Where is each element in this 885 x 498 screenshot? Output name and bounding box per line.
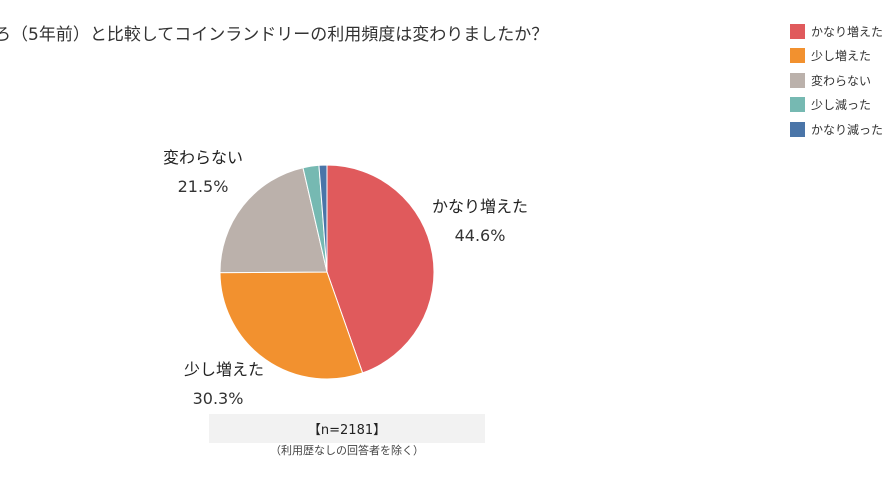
legend-label: かなり減った <box>811 122 884 137</box>
legend-item-sukoshi-hetta: 少し減った <box>790 93 883 118</box>
slice-value-label: 44.6% <box>455 226 506 245</box>
legend-label: 少し増えた <box>811 49 872 64</box>
sample-size-box <box>209 414 485 443</box>
slice-value-label: 21.5% <box>178 177 229 196</box>
pie-slice <box>318 164 328 273</box>
legend-item-kanari-hetta: かなり減った <box>790 117 883 142</box>
pie-slice <box>219 271 364 380</box>
sample-size-label: 【n=2181】 <box>307 423 387 438</box>
pie-slice <box>326 164 435 374</box>
slice-label: かなり増えた <box>432 197 528 216</box>
slice-value-label: 30.3% <box>193 389 244 408</box>
legend-label: かなり増えた <box>811 24 884 39</box>
slice-label: 少し増えた <box>184 360 264 379</box>
legend-swatch <box>790 72 805 88</box>
legend-swatch <box>790 121 805 137</box>
legend-label: 少し減った <box>811 98 872 113</box>
legend-item-kawaranai: 変わらない <box>790 68 883 93</box>
legend-label: 変わらない <box>811 73 872 88</box>
legend: かなり増えた 少し増えた 変わらない 少し減った かなり減った <box>790 19 883 142</box>
sample-note: （利用歴なしの回答者を除く） <box>270 444 424 457</box>
slice-label: 変わらない <box>163 148 243 167</box>
legend-swatch <box>790 23 805 39</box>
pie-slice <box>219 167 328 274</box>
legend-swatch <box>790 48 805 64</box>
legend-item-sukoshi-fueta: 少し増えた <box>790 44 883 69</box>
legend-item-kanari-fueta: かなり増えた <box>790 19 883 44</box>
chart-title: ろ（5年前）と比較してコインランドリーの利用頻度は変わりましたか？ <box>0 25 549 45</box>
legend-swatch <box>790 97 805 113</box>
